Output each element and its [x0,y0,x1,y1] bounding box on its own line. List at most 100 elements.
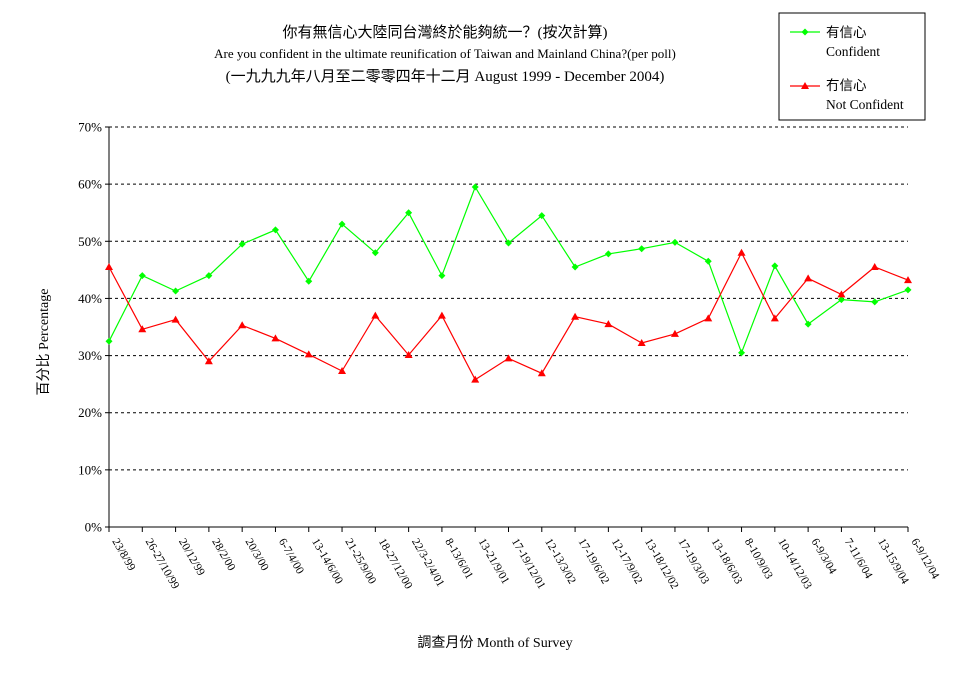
data-point [804,274,813,282]
data-point [871,298,879,306]
y-tick-label: 70% [78,120,102,135]
data-point [338,367,347,374]
data-point [438,272,446,280]
x-tick-label: 13-18/6/03 [709,537,745,587]
x-tick-label: 13-18/12/02 [642,537,681,592]
y-tick-label: 40% [78,291,102,306]
data-point [171,315,180,323]
series-line [108,185,909,355]
chart-subtitle-period: (一九九九年八月至二零零四年十二月 August 1999 - December… [226,68,665,85]
data-point [637,339,646,346]
x-tick-label: 22/3-2/4/01 [409,537,446,590]
data-point [471,183,479,191]
x-tick-label: 10-14/12/03 [775,537,814,592]
series-layer [105,183,912,383]
series-not-confident [105,248,912,383]
data-point [571,263,579,271]
chart-subtitle: Are you confident in the ultimate reunif… [214,46,676,61]
data-point [704,314,713,322]
data-point [604,320,613,328]
chart-title: 你有無信心大陸同台灣終於能夠統一？(按次計算) [283,23,608,41]
data-point [105,337,113,345]
data-point [138,272,146,280]
x-tick-label: 12-13/3/02 [542,537,578,587]
data-point [504,354,513,362]
data-point [704,257,712,265]
data-point [604,250,612,258]
data-point [404,351,413,358]
legend: 有信心 Confident 冇信心 Not Confident [778,12,926,121]
x-tick-label: 7-11/6/04 [842,537,875,582]
data-point [870,263,879,270]
series-confident [105,183,912,357]
data-point [904,286,912,294]
data-point [338,220,346,228]
data-point [405,209,413,217]
x-tick-label: 17-19/12/01 [509,537,548,592]
x-tick-label: 6-7/4/00 [276,537,306,577]
data-point [238,321,247,329]
y-axis-ticks: 0% 10% 20% 30% 40% 50% 60% 70% [78,120,109,535]
data-point [138,325,147,333]
x-tick-label: 23/8/99 [109,537,137,574]
data-point [238,240,246,248]
x-tick-label: 20/12/99 [176,537,207,579]
data-point [737,248,746,256]
legend-label-confident-en: Confident [826,44,880,59]
data-point [105,263,113,270]
data-point [205,272,213,280]
data-point [471,375,480,383]
data-point [172,287,180,295]
legend-label-not-confident: 冇信心 [826,78,867,93]
y-tick-label: 0% [85,520,103,535]
data-point [537,369,546,377]
x-tick-label: 13-15/9/04 [875,537,911,587]
data-point [271,226,279,234]
data-point [371,311,380,319]
data-point [738,349,746,357]
data-point [804,320,812,328]
y-tick-label: 60% [78,177,102,192]
y-tick-label: 30% [78,348,102,363]
data-point [771,262,779,270]
x-tick-label: 12-17/9/02 [609,537,645,587]
data-point [437,311,446,319]
x-tick-label: 17-19/6/02 [575,537,611,587]
x-tick-label: 21-25/9/00 [342,537,378,587]
x-tick-label: 28/2/00 [209,537,237,574]
data-point [371,249,379,257]
data-point [670,329,679,337]
data-point [904,276,912,284]
y-tick-label: 50% [78,234,102,249]
x-tick-label: 6-9/12/04 [908,537,941,582]
y-tick-label: 10% [78,462,102,477]
data-point [305,277,313,285]
y-tick-label: 20% [78,405,102,420]
x-axis-label: 調查月份 Month of Survey [417,635,572,651]
data-point [837,296,845,304]
legend-marker-not-confident [801,82,809,89]
legend-label-confident: 有信心 [826,25,867,40]
x-tick-label: 13-14/6/00 [309,537,345,587]
x-tick-label: 18-27/12/00 [376,537,415,592]
data-point [204,357,213,365]
data-point [304,350,313,358]
data-point [770,314,779,322]
x-tick-label: 8-13/6/01 [442,537,475,582]
gridlines [109,126,908,471]
data-point [571,312,580,320]
data-point [538,212,546,220]
y-axis-label: 百分比 Percentage [36,289,52,396]
x-tick-label: 20/3/00 [243,537,271,574]
data-point [638,245,646,253]
data-point [505,239,512,247]
legend-marker-confident [801,28,809,36]
x-tick-label: 26-27/10/99 [143,537,182,592]
x-tick-label: 17-19/3/03 [675,537,711,587]
legend-label-not-confident-en: Not Confident [826,97,904,112]
x-tick-label: 13-21/9/01 [476,537,512,587]
x-tick-label: 6-9/3/04 [809,537,839,577]
data-point [671,238,679,246]
